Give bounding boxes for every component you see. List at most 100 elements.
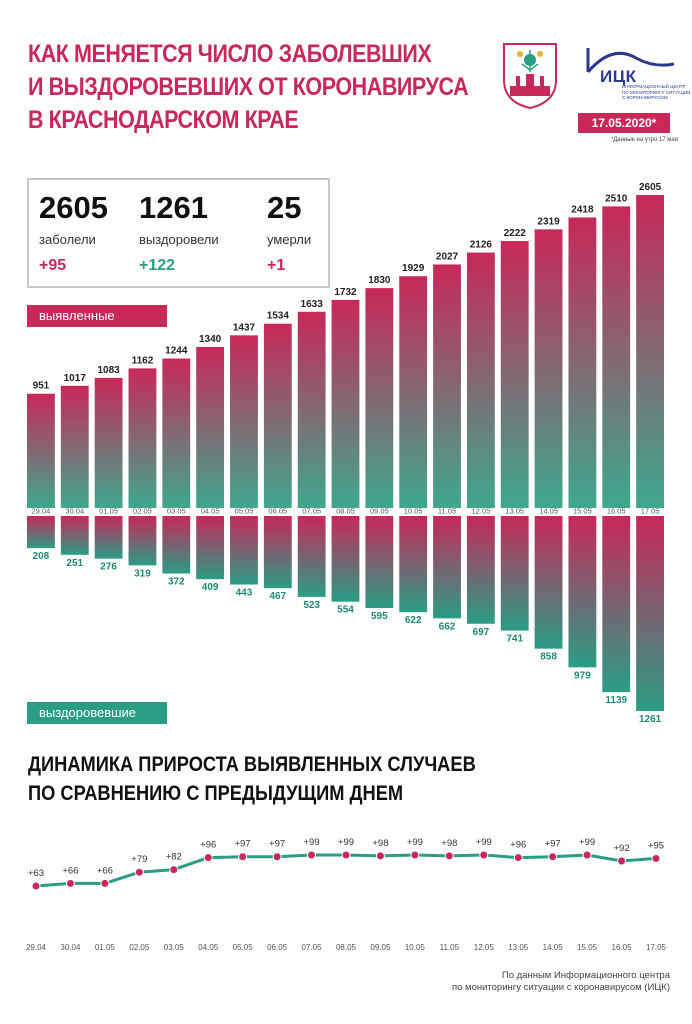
growth-point xyxy=(272,852,282,862)
page-title: КАК МЕНЯЕТСЯ ЧИСЛО ЗАБОЛЕВШИХ И ВЫЗДОРОВ… xyxy=(28,38,469,137)
case-bar-label: 951 xyxy=(33,381,50,392)
growth-x-tick-label: 08.05 xyxy=(336,943,357,952)
recovered-bar xyxy=(162,516,191,574)
growth-point-label: +99 xyxy=(579,837,595,848)
growth-point xyxy=(31,881,41,891)
growth-line xyxy=(35,853,657,888)
case-bar xyxy=(263,323,292,508)
growth-point xyxy=(203,853,213,863)
x-tick-label: 01.05 xyxy=(99,507,118,516)
case-bar xyxy=(466,252,495,508)
x-tick-label: 17.05 xyxy=(641,507,660,516)
x-tick-label: 04.05 xyxy=(201,507,220,516)
x-tick-label: 03.05 xyxy=(167,507,186,516)
growth-point-label: +66 xyxy=(97,865,113,876)
case-bar xyxy=(60,385,89,508)
growth-point xyxy=(134,867,144,877)
case-bar-label: 1162 xyxy=(132,355,154,366)
recovered-bar-label: 319 xyxy=(134,568,151,579)
recovered-bar-label: 554 xyxy=(337,605,354,616)
stat-deaths: 25 умерли +1 xyxy=(267,190,311,275)
recovered-bar xyxy=(365,516,394,609)
case-bar-label: 1244 xyxy=(165,346,188,357)
case-bar-label: 1437 xyxy=(233,322,256,333)
stat-change: +122 xyxy=(139,257,176,274)
stat-label: выздоровели xyxy=(139,232,219,247)
recovered-bar-label: 372 xyxy=(168,577,185,588)
recovered-bar xyxy=(602,516,631,693)
case-bar xyxy=(534,229,563,508)
recovered-bar-label: 1139 xyxy=(605,695,627,706)
growth-x-tick-label: 14.05 xyxy=(543,943,564,952)
recovered-bar xyxy=(27,516,55,549)
case-bar xyxy=(636,195,664,508)
growth-x-tick-label: 06.05 xyxy=(267,943,288,952)
growth-x-tick-label: 17.05 xyxy=(646,943,667,952)
subtitle: ДИНАМИКА ПРИРОСТА ВЫЯВЛЕННЫХ СЛУЧАЕВ ПО … xyxy=(28,750,476,808)
x-tick-label: 05.05 xyxy=(235,507,254,516)
case-bar xyxy=(230,335,258,508)
recovered-bar xyxy=(60,516,89,555)
growth-point xyxy=(238,852,248,862)
stat-recovered: 1261 выздоровели +122 xyxy=(139,190,219,275)
footer-line: По данным Информационного центра xyxy=(501,970,670,981)
growth-point-label: +99 xyxy=(476,837,492,848)
growth-point-label: +96 xyxy=(200,840,216,851)
coat-of-arms-icon xyxy=(503,43,557,110)
x-tick-label: 14.05 xyxy=(539,507,558,516)
stat-change: +95 xyxy=(39,257,67,274)
x-tick-label: 06.05 xyxy=(268,507,287,516)
page-title-line: В КРАСНОДАРСКОМ КРАЕ xyxy=(28,106,299,134)
x-tick-label: 07.05 xyxy=(302,507,321,516)
growth-x-tick-label: 15.05 xyxy=(577,943,598,952)
case-bar xyxy=(27,393,55,508)
growth-point-label: +99 xyxy=(338,837,354,848)
x-tick-label: 30.04 xyxy=(65,507,84,516)
case-bar xyxy=(365,288,394,508)
recovered-bar-label: 741 xyxy=(506,634,523,645)
date-note: *Данные на утро 17 мая xyxy=(610,137,678,143)
stat-value: 1261 xyxy=(139,190,208,225)
case-bar-label: 2605 xyxy=(639,182,662,193)
recovered-bar xyxy=(297,516,326,597)
case-bar-label: 2510 xyxy=(605,193,628,204)
growth-point xyxy=(100,878,110,888)
recovered-bar-label: 979 xyxy=(574,670,591,681)
date-badge: 17.05.2020* xyxy=(578,113,670,133)
growth-point xyxy=(582,850,592,860)
case-bar xyxy=(500,241,529,509)
subtitle-line: ДИНАМИКА ПРИРОСТА ВЫЯВЛЕННЫХ СЛУЧАЕВ xyxy=(28,753,476,776)
stat-label: умерли xyxy=(267,232,312,247)
growth-point xyxy=(375,851,385,861)
growth-x-tick-label: 11.05 xyxy=(440,943,460,952)
case-bar-label: 1083 xyxy=(97,365,120,376)
growth-point xyxy=(410,850,420,860)
growth-x-tick-label: 07.05 xyxy=(302,943,323,952)
growth-x-tick-label: 16.05 xyxy=(612,943,633,952)
x-tick-label: 12.05 xyxy=(471,507,490,516)
growth-point-label: +97 xyxy=(235,839,251,850)
growth-point-label: +95 xyxy=(648,840,664,851)
recovered-bar-label: 662 xyxy=(439,621,456,632)
recovered-bar-label: 595 xyxy=(371,611,388,622)
cases-tag: выявленные случаи xyxy=(27,305,167,345)
growth-point-label: +79 xyxy=(131,854,147,865)
growth-point xyxy=(479,850,489,860)
growth-point-label: +63 xyxy=(28,868,44,879)
growth-point-label: +99 xyxy=(407,837,423,848)
stats-box: 2605 заболели +95 1261 выздоровели +122 … xyxy=(27,178,330,288)
recovered-bar xyxy=(230,516,258,585)
recovered-bar-label: 523 xyxy=(303,600,320,611)
growth-point-label: +82 xyxy=(166,852,182,863)
case-bar xyxy=(602,206,631,508)
recovered-bar xyxy=(399,516,428,613)
growth-point xyxy=(341,850,351,860)
footer-line: по мониторингу ситуации с коронавирусом … xyxy=(451,982,670,993)
case-bar xyxy=(331,299,360,508)
case-bar-label: 1340 xyxy=(199,334,222,345)
growth-x-tick-label: 10.05 xyxy=(405,943,426,952)
growth-point-label: +97 xyxy=(269,839,285,850)
footer-source: По данным Информационного центра по мони… xyxy=(370,970,670,994)
x-tick-label: 10.05 xyxy=(404,507,423,516)
